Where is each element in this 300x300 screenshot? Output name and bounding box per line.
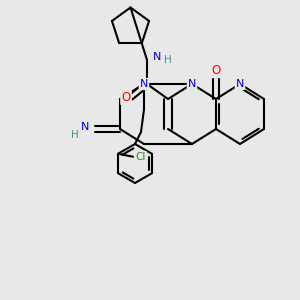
Text: O: O <box>212 64 220 77</box>
Text: N: N <box>81 122 90 133</box>
Text: N: N <box>188 79 196 89</box>
Text: H: H <box>164 55 172 65</box>
Text: N: N <box>153 52 162 62</box>
Text: N: N <box>236 79 244 89</box>
Text: N: N <box>140 79 148 89</box>
Text: H: H <box>71 130 79 140</box>
Text: Cl: Cl <box>135 152 146 162</box>
Text: O: O <box>122 91 130 104</box>
